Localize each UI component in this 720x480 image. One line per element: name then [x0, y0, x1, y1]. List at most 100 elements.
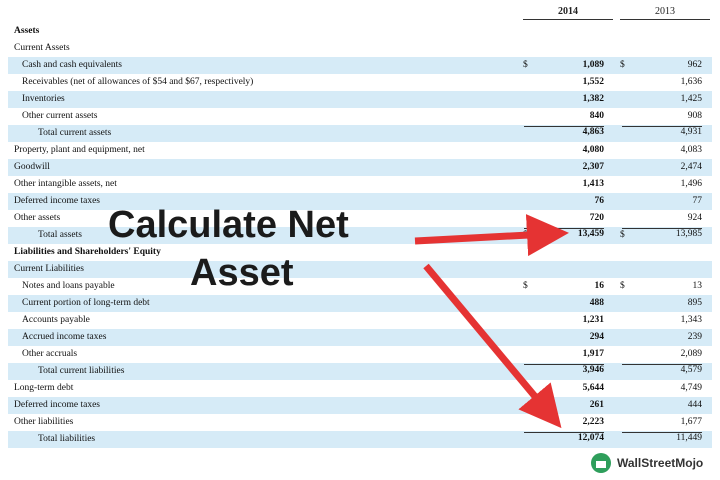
value: 1,552 [582, 77, 604, 87]
table-row: Assets [8, 23, 712, 40]
row-label: Notes and loans payable [22, 281, 115, 291]
row-label: Cash and cash equivalents [22, 60, 122, 70]
table-row: Accounts payable 1,231 1,343 [8, 312, 712, 329]
logo-icon [591, 453, 611, 473]
row-label: Other intangible assets, net [14, 179, 117, 189]
table-row: Long-term debt 5,644 4,749 [8, 380, 712, 397]
row-label: Total current assets [38, 128, 112, 138]
row-label: Goodwill [14, 162, 50, 172]
value: 4,579 [622, 364, 702, 375]
table-row: Other accruals 1,917 2,089 [8, 346, 712, 363]
value: 4,080 [582, 145, 604, 155]
value: 2,223 [582, 417, 604, 427]
currency: $ [523, 281, 528, 291]
value: 1,382 [582, 94, 604, 104]
value: 12,074 [524, 432, 604, 443]
value: 1,343 [680, 315, 702, 325]
value: 261 [589, 400, 604, 410]
currency: $ [620, 60, 625, 70]
row-label: Long-term debt [14, 383, 74, 393]
value: 1,917 [582, 349, 604, 359]
table-row: Liabilities and Shareholders' Equity [8, 244, 712, 261]
row-label: Total assets [38, 230, 82, 240]
year-header: 2014 [523, 6, 613, 20]
value: 4,749 [680, 383, 702, 393]
row-label: Other liabilities [14, 417, 74, 427]
value: 488 [589, 298, 604, 308]
table-row: Cash and cash equivalents $ $1,089 962 [8, 57, 712, 74]
table-row: Total liabilities 12,074 11,449 [8, 431, 712, 448]
row-label: Receivables (net of allowances of $54 an… [22, 77, 254, 87]
row-label: Accrued income taxes [22, 332, 107, 342]
table-row: Total current assets 4,863 4,931 [8, 125, 712, 142]
value: 2,089 [680, 349, 702, 359]
value: 4,931 [622, 126, 702, 137]
value: 4,863 [524, 126, 604, 137]
value: 11,449 [622, 432, 702, 443]
value: 1,496 [680, 179, 702, 189]
value: 895 [687, 298, 702, 308]
value: 720 [589, 213, 604, 223]
logo: WallStreetMojo [590, 452, 703, 474]
table-row: Other intangible assets, net 1,413 1,496 [8, 176, 712, 193]
table-row: Inventories 1,382 1,425 [8, 91, 712, 108]
table-row: Accrued income taxes 294 239 [8, 329, 712, 346]
row-label: Liabilities and Shareholders' Equity [14, 247, 161, 257]
value: 13 [692, 281, 703, 291]
table-row: Total current liabilities 3,946 4,579 [8, 363, 712, 380]
row-label: Total current liabilities [38, 366, 125, 376]
value: 239 [687, 332, 702, 342]
table-row: Other current assets 840 908 [8, 108, 712, 125]
row-label: Accounts payable [22, 315, 90, 325]
value: 76 [594, 196, 605, 206]
table-row: Other assets 720 924 [8, 210, 712, 227]
row-label: Other accruals [22, 349, 78, 359]
overlay-text: Calculate Net [108, 204, 349, 246]
value: 77 [692, 196, 703, 206]
year-header: 2013 [620, 6, 710, 20]
value: 908 [687, 111, 702, 121]
value: 1,231 [582, 315, 604, 325]
row-label: Deferred income taxes [14, 196, 100, 206]
value: 1,425 [680, 94, 702, 104]
currency: $ [620, 230, 625, 240]
value: 924 [687, 213, 702, 223]
arrow [423, 263, 562, 429]
value: 962 [687, 60, 702, 70]
table-row: Goodwill 2,307 2,474 [8, 159, 712, 176]
currency: $ [523, 60, 528, 70]
table-row: Other liabilities 2,223 1,677 [8, 414, 712, 431]
value: 1,089 [582, 60, 604, 70]
row-label: Total liabilities [38, 434, 96, 444]
value: 1,677 [680, 417, 702, 427]
value: 1,413 [582, 179, 604, 189]
value: 2,307 [582, 162, 604, 172]
row-label: Deferred income taxes [14, 400, 100, 410]
table-row: Property, plant and equipment, net 4,080 4… [8, 142, 712, 159]
value: 16 [594, 281, 605, 291]
table-row: Current Liabilities [8, 261, 712, 278]
row-label: Other current assets [22, 111, 98, 121]
row-label: Other assets [14, 213, 61, 223]
row-label: Current portion of long-term debt [22, 298, 150, 308]
value: 294 [589, 332, 604, 342]
value: 2,474 [680, 162, 702, 172]
currency: $ [620, 281, 625, 291]
table-row: Current Assets [8, 40, 712, 57]
table-row: Notes and loans payable $ $16 13 [8, 278, 712, 295]
table-row: Receivables (net of allowances of $54 an… [8, 74, 712, 91]
table-row: Deferred income taxes 76 77 [8, 193, 712, 210]
overlay-text: Asset [190, 252, 294, 294]
row-label: Property, plant and equipment, net [14, 145, 145, 155]
value: 444 [687, 400, 702, 410]
row-label: Inventories [22, 94, 65, 104]
value: 13,985 [622, 228, 702, 239]
row-label: Current Assets [14, 43, 70, 53]
row-label: Assets [14, 26, 40, 36]
value: 1,636 [680, 77, 702, 87]
value: 5,644 [582, 383, 604, 393]
value: 840 [589, 111, 604, 121]
value: 4,083 [680, 145, 702, 155]
